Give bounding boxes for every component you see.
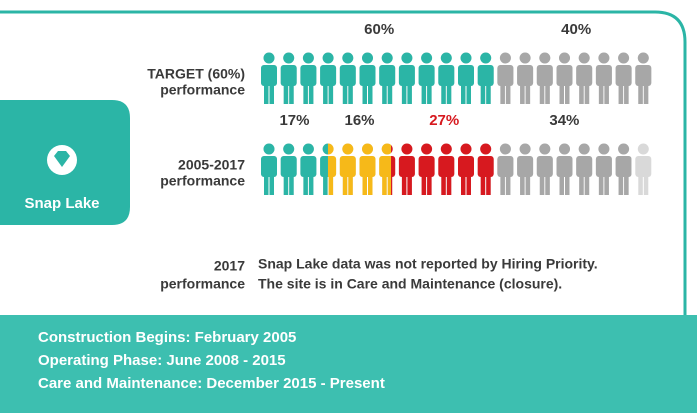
footer-text: Construction Begins: February 2005 bbox=[38, 329, 296, 346]
note-label: performance bbox=[160, 276, 245, 292]
icon-segment bbox=[497, 143, 631, 196]
row-label: performance bbox=[160, 173, 245, 189]
icon-segment bbox=[261, 143, 328, 196]
value-label: 34% bbox=[549, 112, 579, 129]
site-name: Snap Lake bbox=[24, 195, 99, 212]
value-label: 27% bbox=[429, 112, 459, 129]
icon-segment bbox=[261, 52, 497, 105]
note-text: The site is in Care and Maintenance (clo… bbox=[258, 276, 562, 292]
row-label: 2005-2017 bbox=[178, 157, 245, 173]
footer-text: Care and Maintenance: December 2015 - Pr… bbox=[38, 375, 385, 392]
note-label: 2017 bbox=[214, 258, 245, 274]
note-text: Snap Lake data was not reported by Hirin… bbox=[258, 256, 598, 272]
infographic: Snap Lake 2017 performance Snap Lake dat… bbox=[0, 0, 697, 413]
value-label: 17% bbox=[279, 112, 309, 129]
icon-segment bbox=[328, 143, 391, 196]
row-label: performance bbox=[160, 82, 245, 98]
row-label: TARGET (60%) bbox=[147, 66, 245, 82]
value-label: 60% bbox=[364, 21, 394, 38]
footer-text: Operating Phase: June 2008 - 2015 bbox=[38, 352, 286, 369]
icon-segment bbox=[391, 143, 497, 196]
value-label: 16% bbox=[344, 112, 374, 129]
value-label: 40% bbox=[561, 21, 591, 38]
icon-segment bbox=[497, 52, 655, 105]
